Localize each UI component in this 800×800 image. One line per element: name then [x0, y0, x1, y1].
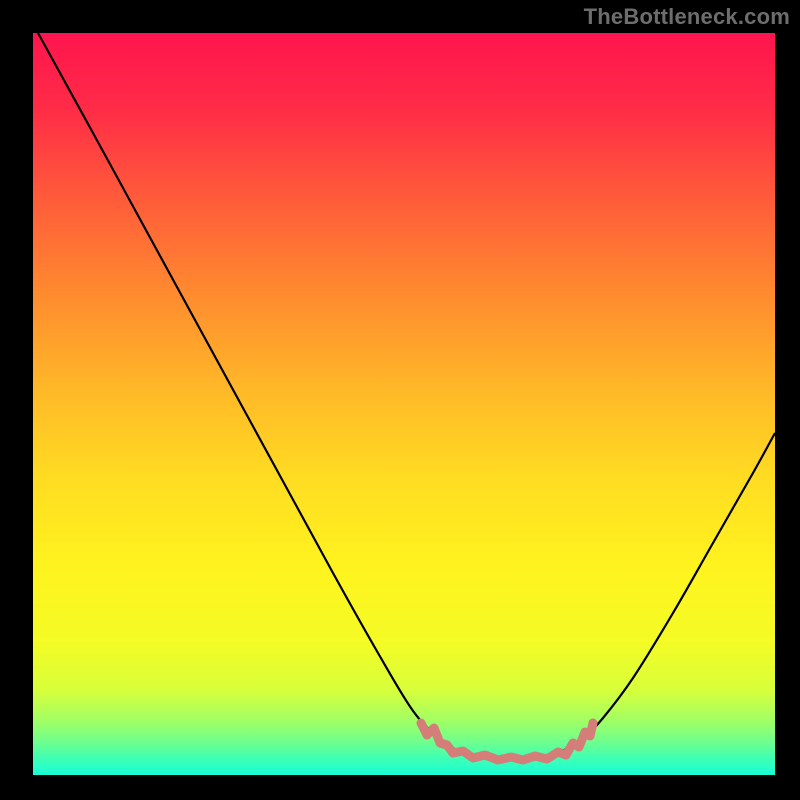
plot-area	[33, 33, 775, 775]
bottleneck-curve	[38, 33, 775, 759]
bottom-marker-squiggle	[421, 723, 593, 760]
chart-frame	[0, 0, 800, 800]
watermark-text: TheBottleneck.com	[584, 4, 790, 30]
curve-layer	[33, 33, 775, 775]
